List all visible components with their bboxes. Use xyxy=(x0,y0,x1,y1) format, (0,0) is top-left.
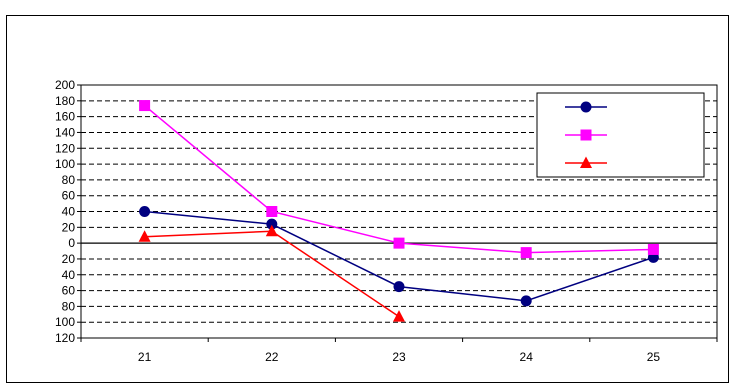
x-tick-label: 23 xyxy=(392,350,406,364)
y-tick-label: 20 xyxy=(62,252,76,266)
data-point xyxy=(265,224,278,237)
series-3 xyxy=(138,224,405,322)
data-point xyxy=(266,206,278,217)
y-tick-label: 60 xyxy=(62,189,76,203)
legend-entry xyxy=(565,129,607,141)
y-tick-label: 140 xyxy=(55,125,75,139)
x-tick-label: 22 xyxy=(265,350,279,364)
data-point xyxy=(520,295,532,307)
legend xyxy=(536,92,705,178)
legend-entry xyxy=(565,101,607,113)
series-2 xyxy=(139,100,659,259)
series-1 xyxy=(139,206,659,307)
data-point xyxy=(393,310,405,322)
x-tick-label: 25 xyxy=(647,350,661,364)
series-layer xyxy=(138,100,659,322)
y-tick-label: 40 xyxy=(62,268,76,282)
data-point xyxy=(647,243,659,255)
data-point xyxy=(393,281,405,293)
y-tick-label: 20 xyxy=(62,220,76,234)
legend-entry xyxy=(565,156,607,168)
data-point xyxy=(139,100,151,112)
x-tick-label: 21 xyxy=(138,350,152,364)
y-tick-label: 60 xyxy=(62,284,76,298)
y-tick-label: 100 xyxy=(55,315,75,329)
series-line xyxy=(144,230,400,318)
x-tick-label: 24 xyxy=(520,350,534,364)
legend-marker xyxy=(580,156,592,168)
x-axis-ticks: 21 22 23 24 25 xyxy=(80,338,718,364)
data-point xyxy=(138,230,151,242)
legend-box xyxy=(536,92,705,178)
y-tick-label: 80 xyxy=(62,299,76,313)
y-tick-label: 80 xyxy=(62,173,76,187)
data-point xyxy=(266,218,278,230)
y-tick-label: 0 xyxy=(68,236,75,250)
y-tick-label: 200 xyxy=(55,78,75,92)
y-tick-label: 180 xyxy=(55,94,75,108)
y-tick-label: 160 xyxy=(55,110,75,124)
chart-frame xyxy=(6,15,729,383)
legend-marker xyxy=(580,129,592,141)
y-tick-label: 100 xyxy=(55,157,75,171)
y-tick-label: 40 xyxy=(62,205,76,219)
legend-marker xyxy=(580,101,592,113)
y-tick-label: 120 xyxy=(55,141,75,155)
y-tick-label: 120 xyxy=(55,331,75,345)
y-axis-ticks: 2001801601401201008060402002040608010012… xyxy=(55,78,81,345)
data-point xyxy=(393,237,405,249)
data-point xyxy=(139,206,151,217)
data-point xyxy=(520,247,532,259)
